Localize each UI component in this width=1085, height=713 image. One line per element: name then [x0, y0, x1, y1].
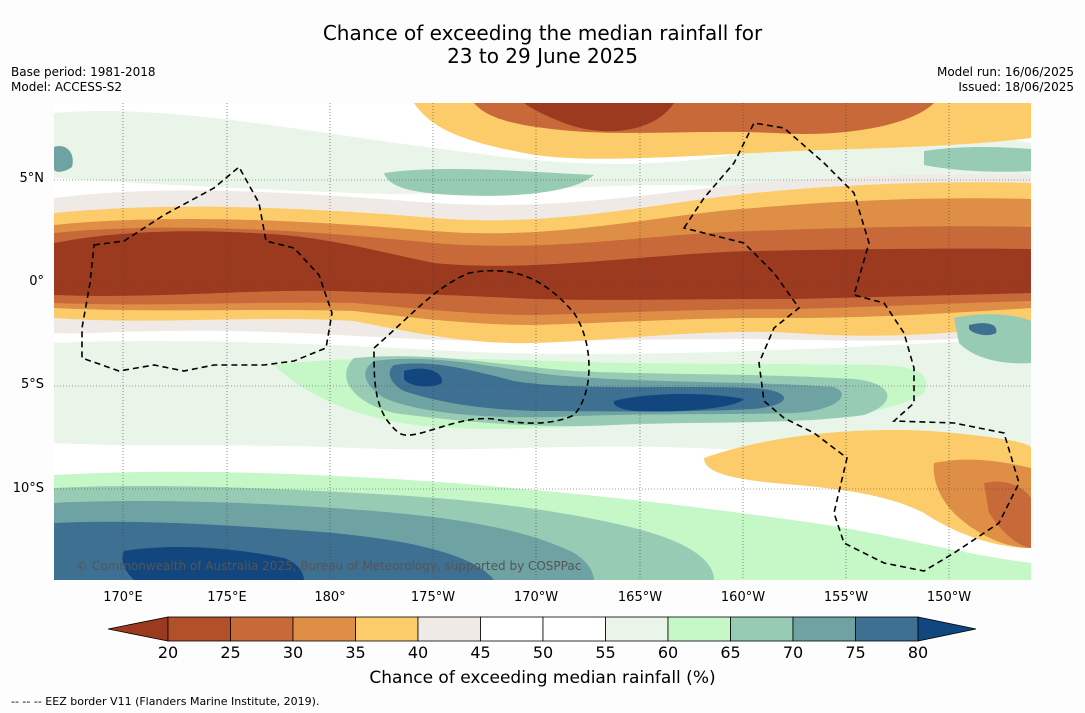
lat-label-0: 0°: [29, 274, 44, 289]
lon-label-150w: 150°W: [926, 590, 972, 605]
colorbar-segment: [855, 616, 919, 642]
colorbar-segment: [605, 616, 669, 642]
green-zone-north: [54, 111, 1031, 194]
colorbar-segment: [480, 616, 544, 642]
colorbar-tick-label: 55: [595, 643, 616, 662]
copyright-notice: © Commonwealth of Australia 2025, Bureau…: [76, 559, 582, 573]
lat-label-10s: 10°S: [12, 481, 44, 496]
eez-kiribati-lines: [682, 122, 1020, 572]
colorbar-extend-low: [108, 616, 169, 642]
lon-label-155w: 155°W: [823, 590, 869, 605]
colorbar-tick-label: 20: [157, 643, 179, 662]
colorbar: [108, 616, 977, 642]
brown-zone-southeast: [984, 481, 1031, 548]
colorbar-tick-label: 75: [845, 643, 866, 662]
colorbar-segment: [667, 616, 731, 642]
darkbrown-zone-north: [524, 103, 674, 132]
blue-zone-east: [969, 323, 997, 336]
colorbar-tick-label: 40: [407, 643, 429, 662]
lon-label-180: 180°: [314, 590, 346, 605]
map-title-line1: Chance of exceeding the median rainfall …: [322, 21, 763, 45]
navy-zone-south-1: [404, 368, 443, 387]
lat-label-5s: 5°S: [20, 377, 44, 392]
colorbar-extend-high: [917, 616, 977, 642]
colorbar-segment: [730, 616, 794, 642]
colorbar-segment: [230, 616, 294, 642]
teal-zone-northwest: [54, 145, 73, 172]
colorbar-tick-label: 80: [907, 643, 929, 662]
rainfall-map: © Commonwealth of Australia 2025, Bureau…: [54, 103, 1031, 580]
colorbar-tick-label: 60: [657, 643, 679, 662]
eez-borders: [81, 122, 1020, 572]
colorbar-tick-label: 65: [720, 643, 741, 662]
colorbar-segment: [167, 616, 231, 642]
colorbar-segment: [292, 616, 356, 642]
teal-zone-north: [384, 169, 594, 196]
colorbar-tick-label: 35: [345, 643, 366, 662]
lon-label-160w: 160°W: [720, 590, 766, 605]
base-period: Base period: 1981-2018: [11, 65, 156, 79]
lon-label-165w: 165°W: [617, 590, 663, 605]
colorbar-tick-label: 30: [282, 643, 304, 662]
colorbar-segment: [792, 616, 856, 642]
colorbar-label: Chance of exceeding median rainfall (%): [369, 668, 716, 688]
colorbar-tick-label: 25: [220, 643, 241, 662]
graticule: [54, 103, 1031, 580]
colorbar-segment: [417, 616, 481, 642]
lon-label-170e: 170°E: [103, 590, 143, 605]
lon-label-170w: 170°W: [513, 590, 559, 605]
lon-label-175w: 175°W: [410, 590, 456, 605]
colorbar-tick-label: 50: [532, 643, 554, 662]
map-canvas: [54, 103, 1031, 580]
navy-zone-far-south: [122, 547, 304, 580]
colorbar-tick-label: 70: [782, 643, 804, 662]
colorbar-segment: [542, 616, 606, 642]
meta-left: Base period: 1981-2018 Model: ACCESS-S2: [11, 65, 156, 95]
eez-tokelau: [373, 269, 590, 436]
meta-right: Model run: 16/06/2025 Issued: 18/06/2025: [937, 65, 1074, 95]
teal-zone-northeast: [924, 147, 1031, 172]
navy-zone-south-2: [613, 394, 744, 412]
issued-date: Issued: 18/06/2025: [958, 80, 1074, 94]
model-run: Model run: 16/06/2025: [936, 65, 1074, 79]
colorbar-segments: [108, 616, 977, 642]
eez-kiribati-gilberts: [81, 165, 333, 372]
colorbar-tick-label: 45: [470, 643, 491, 662]
map-title-line2: 23 to 29 June 2025: [447, 44, 638, 68]
colorbar-segment: [355, 616, 419, 642]
lat-label-5n: 5°N: [19, 171, 45, 186]
lon-label-175e: 175°E: [207, 590, 247, 605]
model-name: Model: ACCESS-S2: [11, 80, 123, 94]
eez-footnote: -- -- -- EEZ border V11 (Flanders Marine…: [11, 695, 320, 708]
